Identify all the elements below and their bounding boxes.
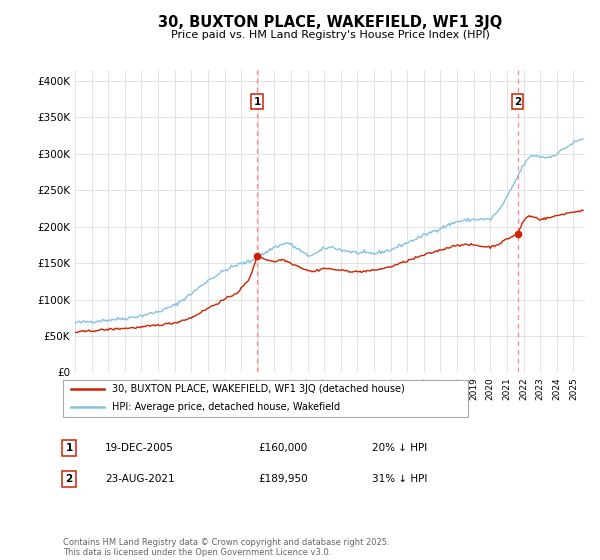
- Text: 19-DEC-2005: 19-DEC-2005: [105, 443, 174, 453]
- Text: Price paid vs. HM Land Registry's House Price Index (HPI): Price paid vs. HM Land Registry's House …: [170, 30, 490, 40]
- Text: 30, BUXTON PLACE, WAKEFIELD, WF1 3JQ: 30, BUXTON PLACE, WAKEFIELD, WF1 3JQ: [158, 15, 502, 30]
- Text: 1: 1: [65, 443, 73, 453]
- Text: 31% ↓ HPI: 31% ↓ HPI: [372, 474, 427, 484]
- Text: 2: 2: [514, 97, 521, 107]
- Text: 23-AUG-2021: 23-AUG-2021: [105, 474, 175, 484]
- Text: £189,950: £189,950: [258, 474, 308, 484]
- Text: 1: 1: [254, 97, 261, 107]
- Text: Contains HM Land Registry data © Crown copyright and database right 2025.
This d: Contains HM Land Registry data © Crown c…: [63, 538, 389, 557]
- Text: 30, BUXTON PLACE, WAKEFIELD, WF1 3JQ (detached house): 30, BUXTON PLACE, WAKEFIELD, WF1 3JQ (de…: [112, 384, 404, 394]
- Text: £160,000: £160,000: [258, 443, 307, 453]
- Text: 20% ↓ HPI: 20% ↓ HPI: [372, 443, 427, 453]
- Text: 2: 2: [65, 474, 73, 484]
- Text: HPI: Average price, detached house, Wakefield: HPI: Average price, detached house, Wake…: [112, 403, 340, 413]
